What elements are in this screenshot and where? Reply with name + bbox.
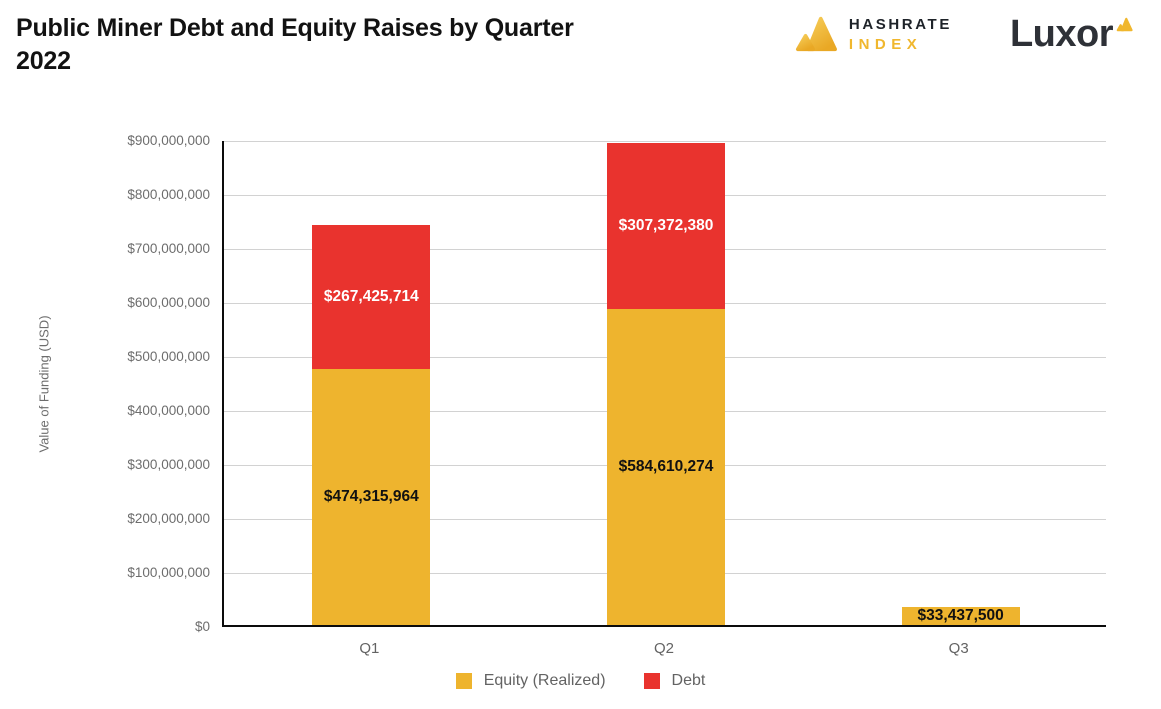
hashrate-index-logo: HASHRATE INDEX — [793, 14, 952, 54]
x-tick-label-q2: Q2 — [653, 640, 675, 657]
y-tick-label: $900,000,000 — [127, 133, 210, 148]
bar-segment-debt-q2: $307,372,380 — [607, 143, 725, 309]
legend-swatch — [455, 673, 472, 689]
gridline — [224, 141, 1106, 142]
x-tick-label-q1: Q1 — [359, 640, 380, 657]
bar-segment-equity-realized-q2: $584,610,274 — [607, 309, 725, 625]
bar-value-label: $474,315,964 — [323, 488, 419, 506]
bar-value-label: $307,372,380 — [618, 217, 714, 235]
legend-label: Debt — [671, 672, 706, 689]
bar-segment-equity-realized-q1: $474,315,964 — [312, 369, 431, 625]
x-tick-label-q3: Q3 — [948, 640, 969, 657]
hashrate-index-wordmark: HASHRATE INDEX — [849, 16, 952, 53]
index-text: INDEX — [848, 35, 923, 53]
bar-value-label: $33,437,500 — [917, 607, 1004, 625]
bar-segment-equity-realized-q3: $33,437,500 — [901, 607, 1020, 625]
legend-swatch — [643, 673, 660, 689]
bar-segment-debt-q1: $267,425,714 — [312, 225, 431, 369]
y-axis-title: Value of Funding (USD) — [36, 315, 52, 453]
y-tick-label: $0 — [194, 619, 210, 634]
y-tick-label: $700,000,000 — [127, 241, 210, 256]
plot-area: $474,315,964 $267,425,714 $584,610,274 $307… — [222, 141, 1106, 627]
luxor-logo: Luxor — [1010, 15, 1133, 53]
y-tick-label: $800,000,000 — [127, 187, 210, 202]
legend-label: Equity (Realized) — [483, 672, 606, 689]
legend-item-equity-realized: Equity (Realized) — [455, 672, 606, 690]
luxor-triangles-icon — [1116, 17, 1133, 32]
legend-item-debt: Debt — [643, 672, 706, 690]
y-tick-label: $500,000,000 — [127, 349, 210, 364]
y-tick-label: $400,000,000 — [127, 403, 210, 418]
hashrate-text: HASHRATE — [848, 15, 952, 33]
header-logos: HASHRATE INDEX Luxor — [793, 14, 1133, 54]
y-tick-label: $100,000,000 — [127, 565, 210, 580]
y-tick-label: $200,000,000 — [127, 511, 210, 526]
bar-value-label: $267,425,714 — [323, 288, 419, 306]
y-tick-label: $600,000,000 — [127, 295, 210, 310]
hashrate-index-triangles-icon — [795, 16, 837, 52]
bar-value-label: $584,610,274 — [618, 458, 714, 476]
legend: Equity (Realized) Debt — [0, 672, 1161, 690]
page-title: Public Miner Debt and Equity Raises by Q… — [16, 14, 574, 75]
luxor-text: Luxor — [1009, 13, 1114, 55]
y-tick-label: $300,000,000 — [127, 457, 210, 472]
